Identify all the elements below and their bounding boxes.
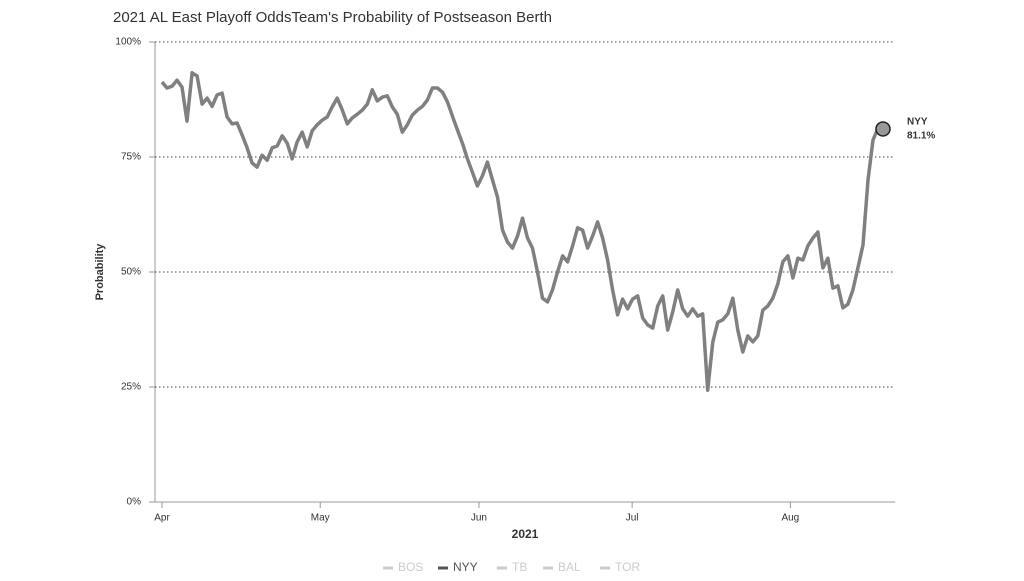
- end-point: [875, 121, 891, 137]
- chart-title: 2021 AL East Playoff OddsTeam's Probabil…: [113, 9, 552, 26]
- y-axis-title: Probability: [94, 243, 106, 301]
- x-tick-label: Jul: [626, 513, 639, 524]
- legend-label: NYY: [453, 560, 478, 574]
- legend-label: TOR: [615, 560, 640, 574]
- x-tick-label: May: [311, 513, 330, 524]
- end-label-name: NYY: [907, 117, 928, 128]
- x-tick-label: Apr: [154, 513, 170, 524]
- end-label-value: 81.1%: [907, 131, 935, 142]
- line-series: [160, 71, 884, 392]
- y-tick-label: 100%: [115, 37, 141, 48]
- legend-label: BOS: [398, 560, 423, 574]
- y-tick-label: 75%: [121, 152, 141, 163]
- y-tick-label: 0%: [127, 497, 142, 508]
- legend-label: BAL: [558, 560, 581, 574]
- x-tick-label: Aug: [781, 513, 799, 524]
- y-tick-label: 25%: [121, 382, 141, 393]
- x-tick-label: Jun: [471, 513, 487, 524]
- legend-label: TB: [512, 560, 527, 574]
- y-tick-label: 50%: [121, 267, 141, 278]
- x-axis-title: 2021: [512, 527, 539, 541]
